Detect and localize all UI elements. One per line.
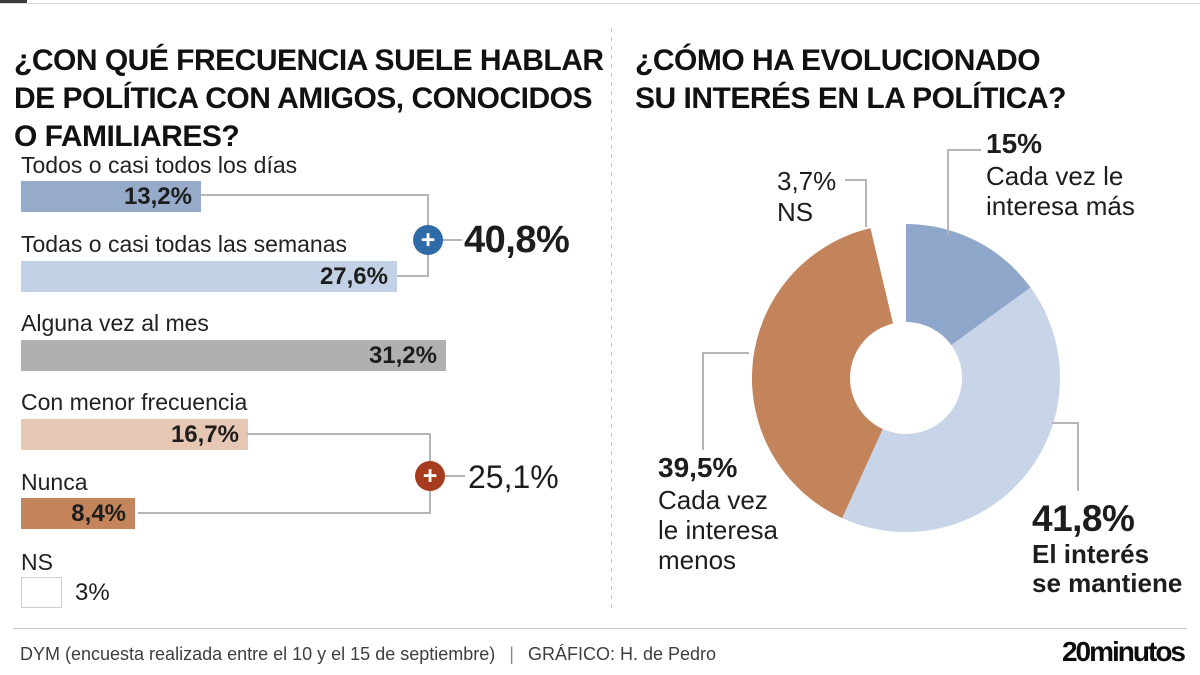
callout-line	[702, 352, 749, 354]
callout-line	[702, 352, 704, 450]
donut-slice	[906, 224, 1031, 346]
plus-icon: +	[413, 225, 443, 255]
bar-category-label: Alguna vez al mes	[21, 310, 209, 336]
bar-value-label: 8,4%	[71, 499, 126, 527]
callout-line	[845, 179, 867, 181]
bar: 8,4%	[21, 498, 135, 529]
donut-chart	[751, 224, 1061, 533]
section-divider	[611, 28, 612, 612]
sum-annotation-40-8: 40,8%	[464, 219, 570, 261]
footer: DYM (encuesta realizada entre el 10 y el…	[20, 644, 716, 665]
bar	[21, 577, 62, 608]
bar: 31,2%	[21, 340, 446, 371]
plus-icon: +	[415, 461, 445, 491]
bar: 27,6%	[21, 261, 397, 292]
callout-label-interesa-menos: Cada vez le interesa menos	[658, 485, 778, 575]
bar-category-label: Todos o casi todos los días	[21, 152, 298, 178]
connector-line	[201, 194, 429, 196]
bar-value-label: 3%	[75, 579, 110, 606]
connector-line	[445, 475, 465, 477]
bar-value-label: 31,2%	[368, 341, 437, 369]
donut-slice	[870, 224, 906, 324]
donut-slice	[842, 287, 1061, 533]
connector-line	[138, 512, 431, 514]
bar-category-label: Nunca	[21, 469, 88, 495]
connector-line	[397, 275, 429, 277]
bar-category-label: NS	[21, 549, 53, 575]
right-chart-title: ¿CÓMO HA EVOLUCIONADO SU INTERÉS EN LA P…	[635, 44, 1066, 116]
callout-line	[1052, 422, 1079, 424]
top-accent-bar	[0, 0, 27, 3]
callout-label-interesa-mas: Cada vez le interesa más	[986, 161, 1135, 221]
bar: 13,2%	[21, 181, 201, 212]
top-hairline	[0, 3, 1200, 4]
bar-category-label: Con menor frecuencia	[21, 389, 248, 415]
brand-logo: 20minutos	[1061, 636, 1186, 667]
left-chart-title: ¿CON QUÉ FRECUENCIA SUELE HABLAR DE POLÍ…	[14, 44, 604, 154]
callout-value-39-5: 39,5%	[658, 452, 738, 483]
callout-line	[947, 149, 949, 235]
callout-line	[1077, 422, 1079, 491]
callout-line	[947, 149, 981, 151]
bar-value-label: 27,6%	[319, 262, 388, 290]
connector-line	[247, 433, 431, 435]
callout-value-15: 15%	[986, 128, 1043, 159]
bar-category-label: Todas o casi todas las semanas	[21, 231, 348, 257]
bar-value-label: 16,7%	[170, 420, 239, 448]
callout-label-se-mantiene: El interés se mantiene	[1032, 539, 1183, 598]
connector-line	[443, 239, 462, 241]
bar-value-label: 13,2%	[123, 182, 192, 210]
footer-divider	[14, 628, 1186, 629]
credit-text: GRÁFICO: H. de Pedro	[527, 644, 717, 664]
source-text: DYM (encuesta realizada entre el 10 y el…	[20, 644, 496, 664]
bar: 16,7%	[21, 419, 248, 450]
callout-line	[865, 179, 867, 227]
sum-annotation-25-1: 25,1%	[468, 459, 559, 495]
callout-label-ns: NS	[777, 197, 814, 227]
callout-value-41-8: 41,8%	[1032, 498, 1135, 539]
callout-value-ns: 3,7%	[777, 166, 837, 196]
footer-separator: |	[509, 644, 514, 664]
donut-slice	[751, 228, 894, 519]
